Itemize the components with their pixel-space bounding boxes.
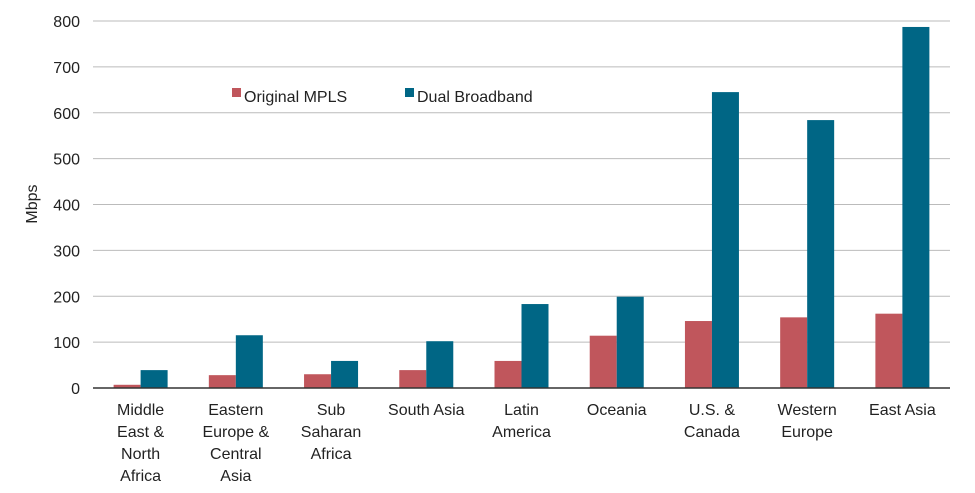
bar-original-mpls xyxy=(684,321,712,388)
bar-dual-broadband xyxy=(711,92,739,388)
x-axis-ticks: Middle East & North Africa Eastern Europe & Ce… xyxy=(117,402,936,485)
bar-original-mpls xyxy=(780,317,808,388)
bar-original-mpls xyxy=(589,335,617,388)
gridlines xyxy=(93,20,950,343)
x-tick-label: Latin America xyxy=(492,402,551,441)
y-axis-label: Mbps xyxy=(24,184,41,223)
bar-original-mpls xyxy=(875,313,903,388)
x-tick-label: Sub Saharan Africa xyxy=(301,402,362,463)
y-tick-label: 400 xyxy=(53,198,80,215)
bars xyxy=(113,26,930,389)
bar-original-mpls xyxy=(113,384,141,388)
x-tick-label: Eastern Europe & Central Asia xyxy=(202,402,269,485)
y-tick-label: 100 xyxy=(53,335,80,352)
y-axis-ticks: 0 100 200 300 400 500 600 700 800 xyxy=(53,14,80,398)
y-tick-label: 0 xyxy=(71,381,80,398)
y-tick-label: 200 xyxy=(53,289,80,306)
legend-swatch-original-mpls xyxy=(232,88,241,97)
x-tick-label: Middle East & North Africa xyxy=(117,402,164,485)
x-tick-label: U.S. & Canada xyxy=(684,402,740,441)
y-tick-label: 300 xyxy=(53,243,80,260)
y-tick-label: 700 xyxy=(53,60,80,77)
bar-dual-broadband xyxy=(521,304,549,388)
legend-label-original-mpls: Original MPLS xyxy=(244,89,347,106)
bar-dual-broadband xyxy=(616,296,644,388)
x-tick-label: Oceania xyxy=(587,402,647,419)
legend: Original MPLS Dual Broadband xyxy=(232,88,533,106)
bar-original-mpls xyxy=(494,360,522,388)
bar-dual-broadband xyxy=(902,26,930,389)
x-tick-label: South Asia xyxy=(388,402,465,419)
legend-swatch-dual-broadband xyxy=(405,88,414,97)
bar-original-mpls xyxy=(304,374,332,388)
y-tick-label: 800 xyxy=(53,14,80,31)
bar-dual-broadband xyxy=(426,341,454,388)
y-tick-label: 500 xyxy=(53,152,80,169)
bar-original-mpls xyxy=(399,370,427,388)
bar-original-mpls xyxy=(208,375,236,388)
bar-dual-broadband xyxy=(331,360,359,388)
bar-dual-broadband xyxy=(807,120,835,388)
bar-dual-broadband xyxy=(235,335,263,388)
x-tick-label: East Asia xyxy=(869,402,936,419)
x-tick-label: Western Europe xyxy=(778,402,837,441)
legend-label-dual-broadband: Dual Broadband xyxy=(417,89,533,106)
y-tick-label: 600 xyxy=(53,106,80,123)
bar-dual-broadband xyxy=(140,370,168,388)
